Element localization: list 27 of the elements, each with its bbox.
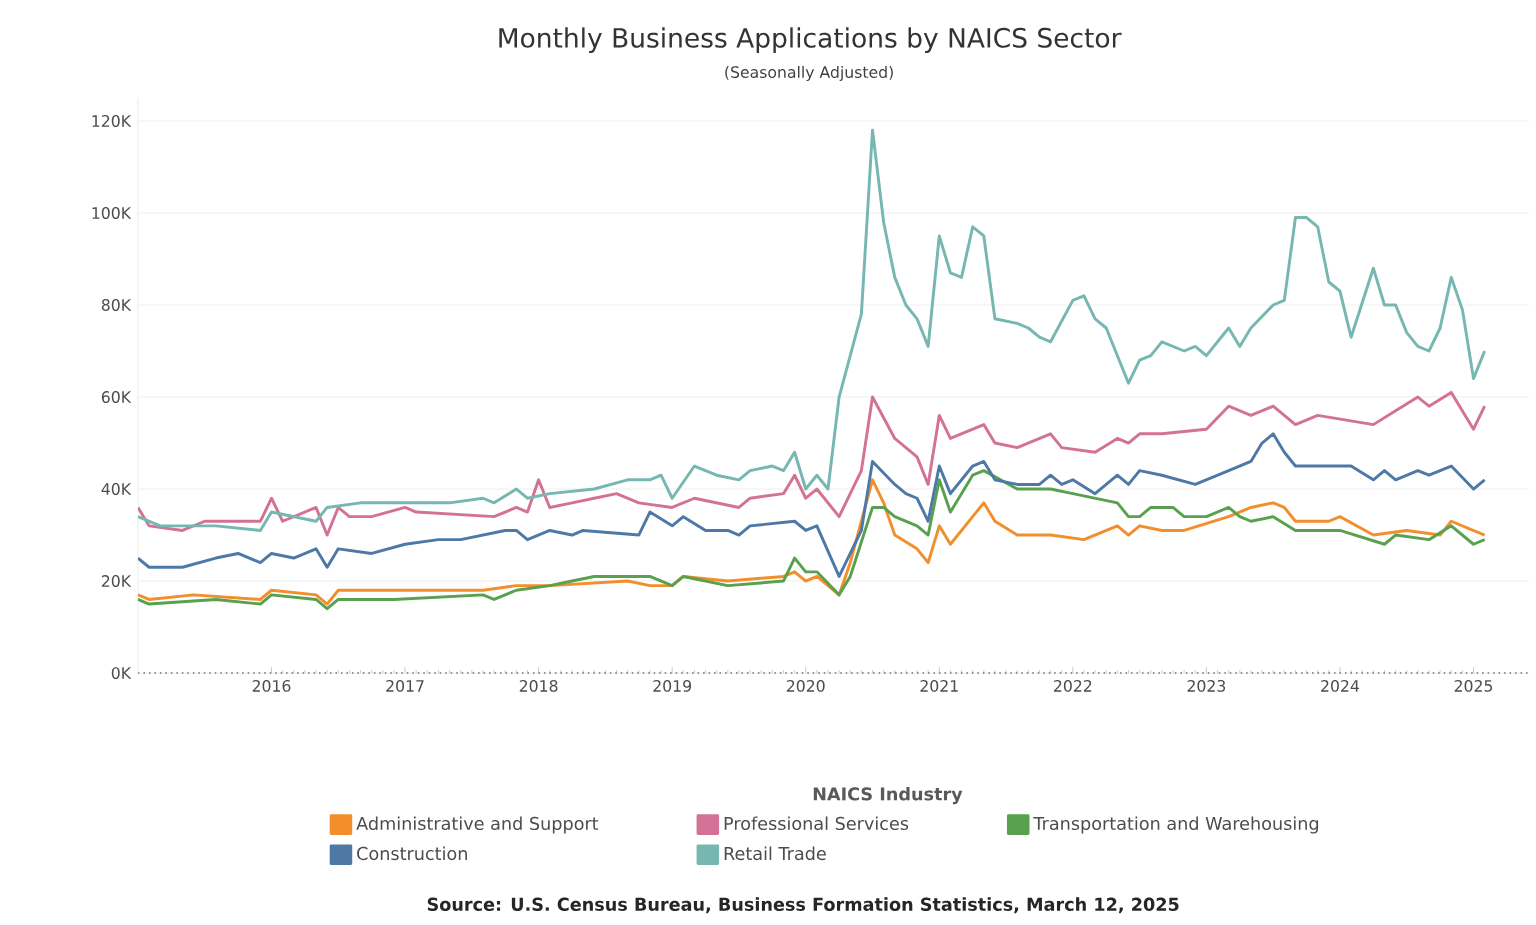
- y-tick-label: 60K: [101, 391, 132, 403]
- legend-label: Retail Trade: [724, 846, 826, 861]
- y-tick-label: 100K: [92, 207, 132, 219]
- y-tick-label: 20K: [101, 575, 132, 588]
- legend-label: Construction: [357, 846, 467, 861]
- x-tick-label: 2017: [386, 680, 424, 692]
- x-tick-label: 2025: [1454, 680, 1493, 692]
- chart-subtitle: (Seasonally Adjusted): [725, 65, 893, 82]
- y-tick-label: 120K: [92, 115, 132, 127]
- y-tick-label: 80K: [101, 299, 132, 311]
- legend-label: Professional Services: [724, 816, 909, 831]
- x-tick-label: 2016: [252, 680, 291, 692]
- x-tick-label: 2022: [1054, 680, 1092, 692]
- x-tick-label: 2019: [653, 680, 692, 692]
- x-tick-label: 2020: [786, 680, 825, 692]
- x-tick-label: 2021: [920, 680, 958, 692]
- legend-label: Administrative and Support: [356, 816, 599, 834]
- chart-title: Monthly Business Applications by NAICS Sector: [499, 27, 1122, 54]
- x-tick-label: 2018: [519, 680, 558, 692]
- source-note: Source: U.S. Census Bureau, Business Formation Statistics, March 12, 2025: [427, 897, 1179, 914]
- line-series: [137, 391, 1487, 537]
- legend-title: NAICS Industry: [813, 786, 963, 805]
- y-tick-label: 40K: [101, 483, 132, 496]
- x-tick-label: 2023: [1187, 680, 1226, 692]
- y-tick-label: 0K: [111, 667, 132, 680]
- legend-label: Transportation and Warehousing: [1033, 816, 1319, 834]
- x-tick-label: 2024: [1321, 680, 1360, 692]
